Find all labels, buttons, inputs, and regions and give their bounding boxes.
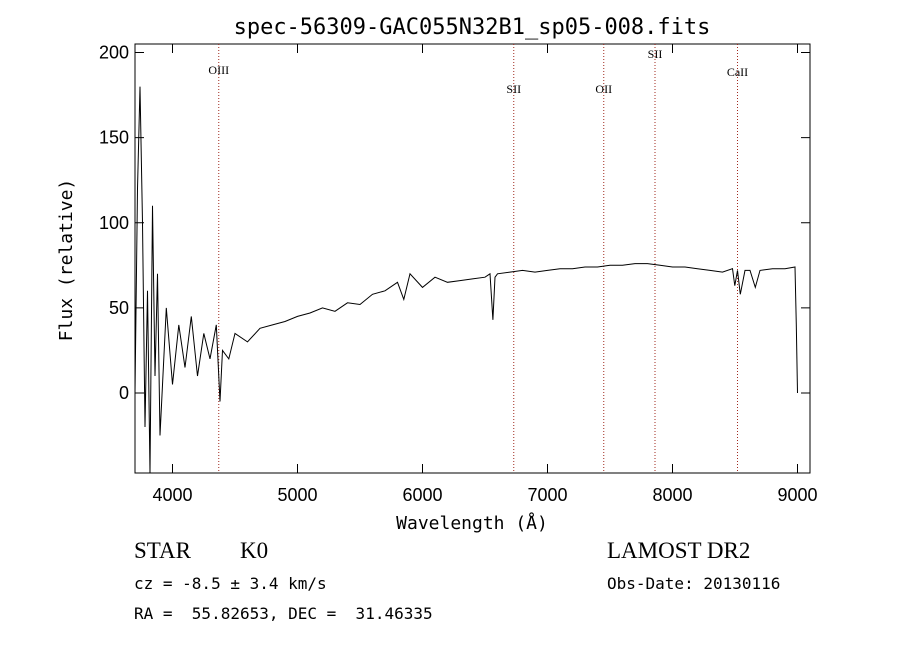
spectrum-series <box>134 86 798 474</box>
x-tick-label: 5000 <box>277 485 317 505</box>
x-tick-label: 4000 <box>152 485 192 505</box>
plot-frame <box>134 43 811 474</box>
x-tick-label: 7000 <box>527 485 567 505</box>
survey-name: LAMOST DR2 <box>607 538 751 563</box>
object-subclass: K0 <box>240 538 269 563</box>
marker-label-sii: SII <box>648 47 663 61</box>
spectrum-line <box>134 86 798 474</box>
marker-label-oiii: OIII <box>208 63 229 77</box>
y-tick-label: 100 <box>99 213 129 233</box>
chart-title: spec-56309-GAC055N32B1_sp05-008.fits <box>234 15 711 40</box>
y-tick-label: 50 <box>109 298 129 318</box>
y-axis-label: Flux (relative) <box>56 179 77 342</box>
marker-label-caii: CaII <box>727 65 748 79</box>
y-tick-label: 150 <box>99 128 129 148</box>
x-tick-label: 8000 <box>652 485 692 505</box>
x-tick-label: 6000 <box>402 485 442 505</box>
redshift-velocity: cz = -8.5 ± 3.4 km/s <box>134 574 327 593</box>
marker-label-sii: SII <box>506 82 521 96</box>
emission-line-markers: OIII SII OII SII CaII <box>208 44 748 473</box>
x-tick-label: 9000 <box>777 485 817 505</box>
y-tick-label: 0 <box>119 383 129 403</box>
y-tick-label: 200 <box>99 43 129 63</box>
x-axis-label: Wavelength (Å) <box>396 512 548 534</box>
marker-label-oii: OII <box>595 82 612 96</box>
observation-date: Obs-Date: 20130116 <box>607 574 781 593</box>
axis-ticks: 4000 5000 6000 7000 8000 9000 0 50 100 150 200 <box>99 43 818 505</box>
object-class: STAR <box>134 538 191 563</box>
coordinates: RA = 55.82653, DEC = 31.46335 <box>134 604 433 623</box>
